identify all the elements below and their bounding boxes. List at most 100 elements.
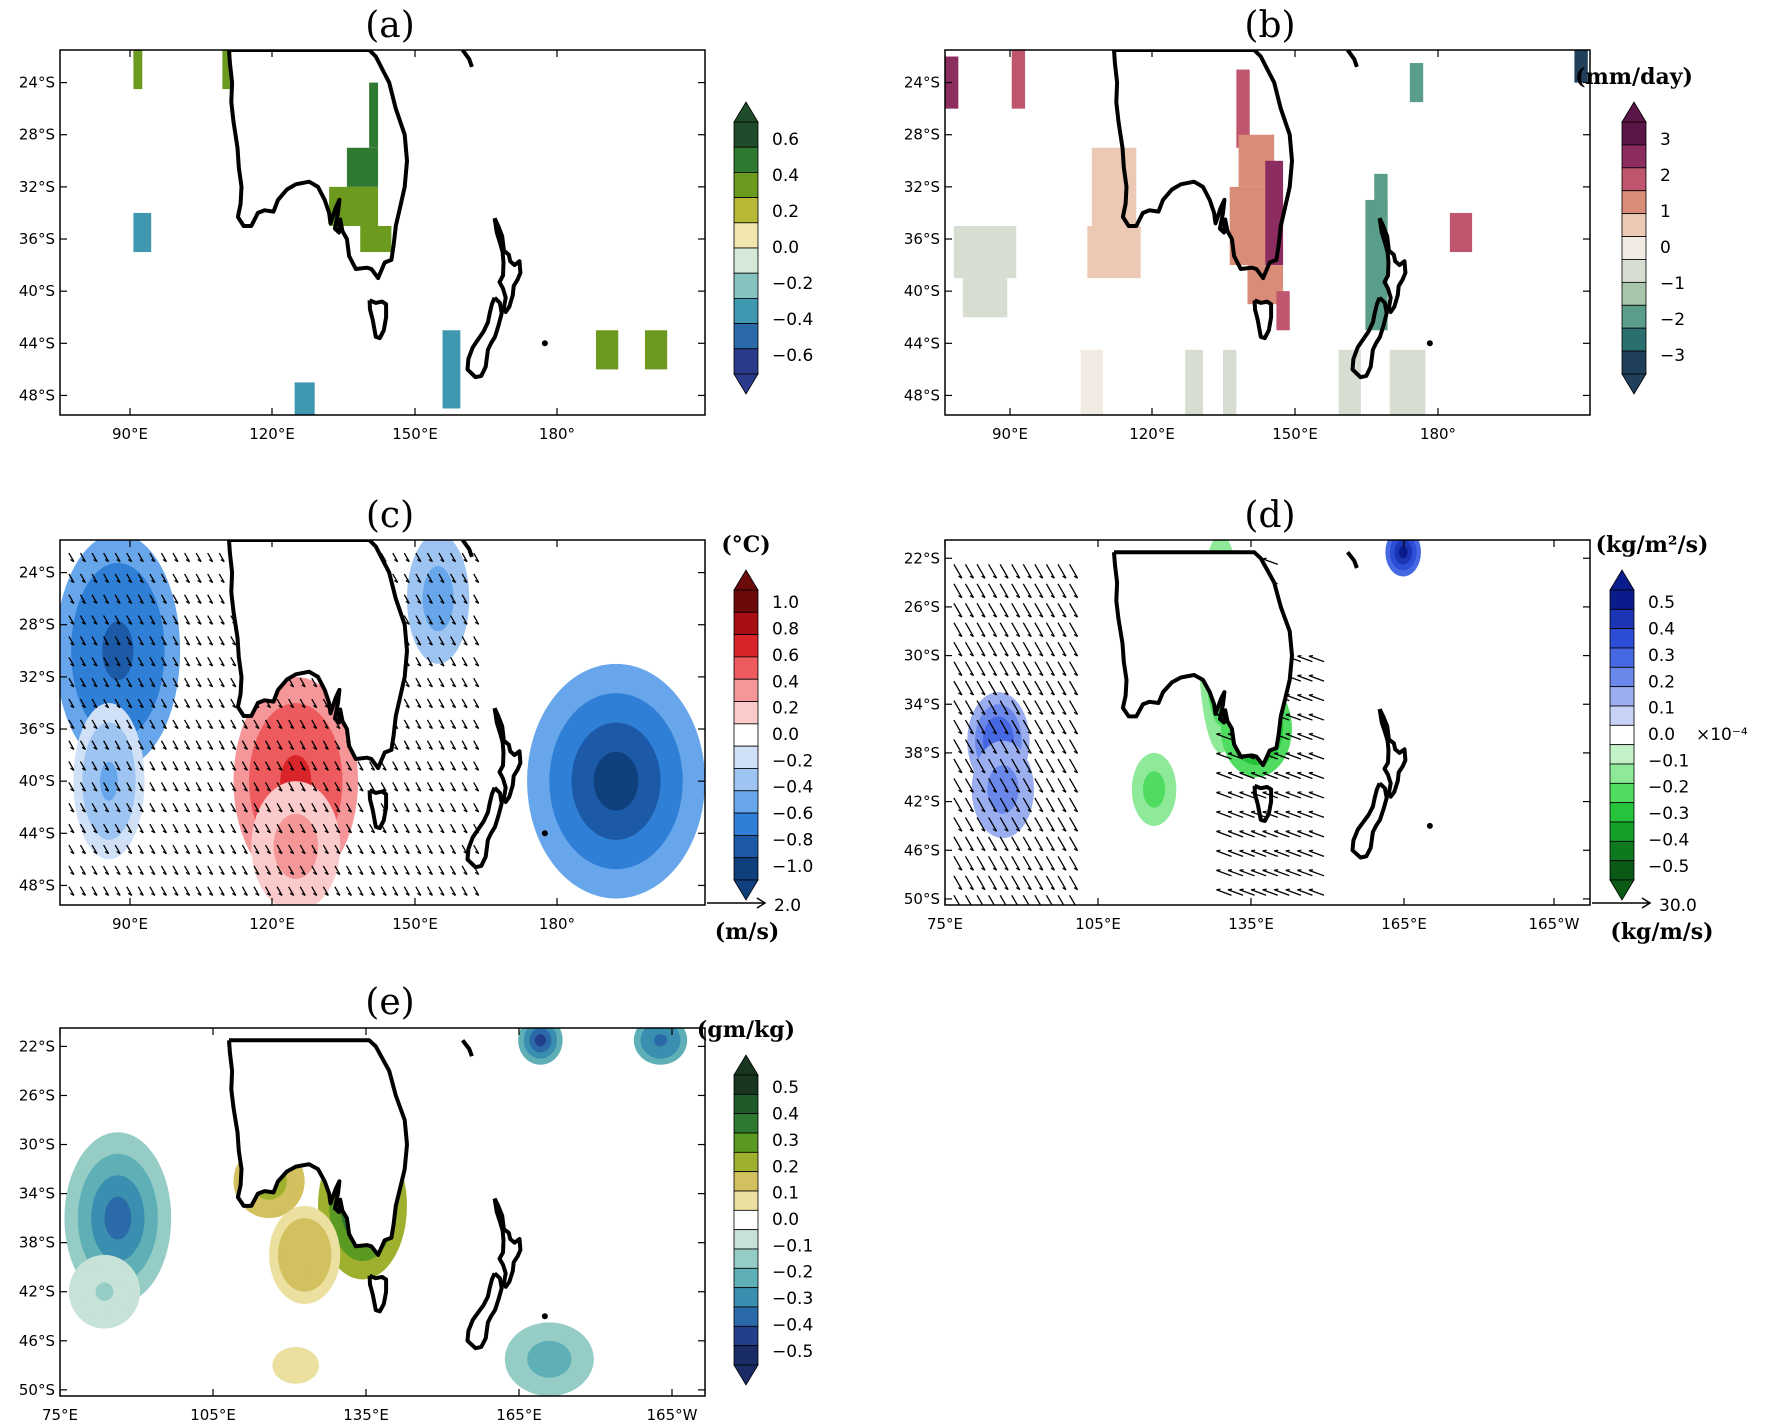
wind-vector — [207, 782, 214, 792]
wind-vector — [311, 677, 318, 688]
wind-vector — [230, 782, 237, 792]
wind-vector — [207, 844, 214, 855]
wind-vector — [1034, 700, 1044, 715]
wind-vector-head — [992, 692, 997, 696]
wind-vector — [195, 677, 202, 688]
wind-vector — [370, 908, 375, 917]
colorbar-label: 2 — [1660, 166, 1671, 186]
wind-vector-head — [1216, 791, 1221, 794]
wind-vector — [137, 698, 144, 709]
wind-vector — [334, 823, 341, 834]
x-tick-label: 120°E — [249, 425, 295, 443]
x-tick-label: 165°E — [496, 1406, 542, 1424]
wind-vector — [1034, 661, 1044, 676]
wind-vector — [415, 594, 422, 604]
wind-vector — [68, 594, 75, 604]
wind-vector — [449, 740, 457, 750]
wind-vector-head — [474, 746, 480, 750]
wind-vector — [264, 740, 272, 750]
wind-vector-head — [474, 600, 480, 604]
wind-vector-head — [220, 851, 225, 855]
wind-vector — [1216, 869, 1232, 877]
wind-vector-head — [428, 788, 433, 792]
wind-vector-head — [313, 830, 318, 834]
wind-vector-head — [1050, 809, 1055, 813]
wind-vector-head — [139, 663, 144, 667]
wind-vector — [426, 594, 433, 604]
x-tick-label: 75°E — [42, 1406, 78, 1424]
wind-vector — [1011, 564, 1021, 579]
wind-vector — [114, 677, 121, 688]
wind-vector — [1297, 869, 1313, 877]
wind-vector-head — [440, 559, 445, 563]
wind-vector-head — [289, 705, 294, 709]
wind-vector-head — [1227, 830, 1233, 833]
wind-vector-head — [70, 788, 75, 792]
colorbar-label: 3 — [1660, 130, 1671, 150]
wind-vector — [462, 908, 467, 917]
wind-vector-head — [197, 642, 202, 646]
wind-vector-head — [417, 559, 422, 563]
wind-vector — [1022, 875, 1032, 890]
wind-vector — [311, 761, 318, 771]
wind-vector — [230, 761, 237, 771]
wind-vector-head — [93, 663, 98, 667]
wind-vector — [137, 802, 144, 813]
wind-vector — [392, 573, 399, 583]
wind-vector-head — [451, 809, 456, 813]
wind-vector — [473, 761, 480, 771]
wind-vector — [149, 802, 156, 813]
wind-vector-head — [1262, 771, 1267, 774]
wind-vector — [253, 782, 260, 792]
wind-vector-head — [127, 559, 133, 563]
wind-vector-head — [104, 705, 109, 709]
colorbar-label: −0.1 — [1648, 751, 1689, 771]
colorbar-swatch — [733, 589, 759, 613]
wind-vector-head — [324, 746, 329, 750]
wind-vector — [218, 782, 225, 792]
wind-vector-head — [162, 621, 167, 625]
wind-vector — [473, 802, 480, 813]
x-tick-label: 120°E — [1129, 425, 1175, 443]
wind-vector — [218, 844, 225, 855]
wind-vector — [976, 856, 986, 871]
wind-vector-head — [440, 892, 445, 896]
colorbar-swatch — [733, 1093, 759, 1115]
wind-vector — [264, 823, 272, 834]
wind-vector-head — [266, 851, 271, 855]
wind-vector-head — [958, 653, 963, 657]
wind-vector-head — [93, 559, 98, 563]
colorbar-swatch — [733, 701, 759, 725]
wind-vector-head — [186, 914, 189, 916]
wind-vector-head — [1274, 888, 1279, 891]
wind-vector — [449, 844, 457, 855]
wind-vector — [1068, 739, 1079, 754]
wind-vector — [79, 865, 87, 875]
wind-vector-head — [185, 767, 190, 771]
wind-vector — [1034, 817, 1044, 832]
wind-vector — [172, 573, 179, 583]
wind-vector — [1057, 778, 1067, 793]
wind-vector — [172, 782, 179, 792]
wind-vector-head — [1004, 711, 1009, 716]
wind-vector — [461, 636, 468, 646]
wind-vector-head — [151, 809, 156, 813]
wind-vector-head — [440, 851, 445, 855]
wind-vector — [1068, 661, 1079, 676]
wind-vector-head — [104, 851, 109, 855]
wind-vector-head — [958, 575, 963, 579]
wind-vector-head — [266, 809, 271, 813]
wind-vector-head — [139, 830, 144, 834]
wind-vector — [953, 602, 963, 618]
wind-vector-head — [1027, 867, 1032, 871]
wind-vector-head — [428, 892, 433, 896]
wind-vector — [449, 782, 457, 792]
wind-vector-head — [969, 711, 974, 716]
wind-vector-head — [116, 642, 121, 646]
data-cell — [1409, 63, 1424, 103]
wind-vector — [392, 761, 399, 771]
wind-vector-head — [451, 725, 456, 730]
wind-vector-head — [417, 788, 422, 792]
wind-vector-head — [151, 830, 156, 834]
wind-vector-head — [1308, 810, 1314, 813]
